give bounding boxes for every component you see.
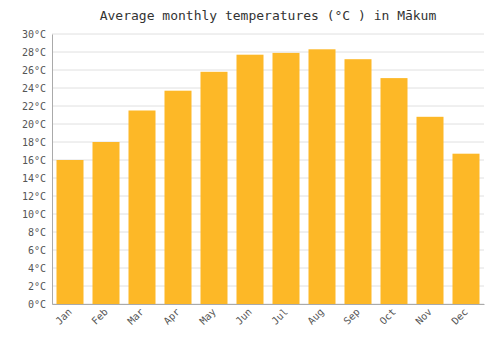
y-tick-label: 22°C	[22, 101, 46, 112]
y-tick-label: 24°C	[22, 83, 46, 94]
plot: 0°C 2°C 4°C 6°C 8°C 10°C 12°C 14°C 16°C 18°C 20°C 2…	[22, 29, 485, 327]
y-tick: 14°C	[22, 173, 46, 184]
y-tick-label: 28°C	[22, 47, 46, 58]
x-tick-label: Feb	[89, 306, 110, 327]
y-tick: 24°C	[22, 83, 46, 94]
y-tick: 6°C	[28, 245, 46, 256]
x-tick-label: Jan	[53, 306, 74, 327]
y-tick: 20°C	[22, 119, 46, 130]
y-tick-label: 2°C	[28, 281, 46, 292]
bar	[453, 154, 480, 304]
bar	[93, 142, 120, 304]
y-tick: 12°C	[22, 191, 46, 202]
y-tick: 8°C	[28, 227, 46, 238]
y-tick-label: 6°C	[28, 245, 46, 256]
y-tick-label: 26°C	[22, 65, 46, 76]
grid	[52, 34, 484, 304]
x-tick-label: Oct	[377, 306, 398, 327]
x-tick: Sep	[341, 306, 362, 327]
y-tick: 18°C	[22, 137, 46, 148]
y-tick-label: 14°C	[22, 173, 46, 184]
y-tick-label: 0°C	[28, 299, 46, 310]
x-tick-label: Sep	[341, 306, 362, 327]
x-tick: Oct	[377, 306, 398, 327]
bars	[57, 49, 480, 304]
y-tick: 0°C	[28, 299, 46, 310]
y-tick: 28°C	[22, 47, 46, 58]
bar	[273, 53, 300, 304]
y-tick-label: 20°C	[22, 119, 46, 130]
x-tick: May	[197, 306, 218, 327]
y-tick-label: 16°C	[22, 155, 46, 166]
x-tick-label: Nov	[413, 306, 434, 327]
y-tick: 2°C	[28, 281, 46, 292]
bar	[309, 49, 336, 304]
x-tick: Aug	[305, 306, 326, 327]
x-tick-label: Jul	[269, 306, 290, 327]
grid-line	[52, 52, 484, 53]
x-tick: Jul	[269, 306, 290, 327]
grid-line	[52, 70, 484, 71]
y-tick: 16°C	[22, 155, 46, 166]
bar	[165, 91, 192, 304]
y-tick-label: 12°C	[22, 191, 46, 202]
x-tick-label: Mar	[125, 306, 146, 327]
x-tick: Jan	[53, 306, 74, 327]
y-tick: 26°C	[22, 65, 46, 76]
bar	[417, 117, 444, 304]
grid-line	[52, 34, 484, 35]
y-tick: 10°C	[22, 209, 46, 220]
y-tick-label: 18°C	[22, 137, 46, 148]
y-tick-label: 30°C	[22, 29, 46, 40]
bar	[57, 160, 84, 304]
bar	[237, 55, 264, 304]
bar	[345, 59, 372, 304]
x-tick: Feb	[89, 306, 110, 327]
y-tick: 30°C	[22, 29, 46, 40]
x-tick-label: Apr	[161, 306, 182, 327]
x-axis: Jan Feb Mar Apr May Jun Jul Aug Sep Oct Nov Dec	[53, 305, 485, 327]
x-tick: Nov	[413, 306, 434, 327]
x-tick: Mar	[125, 306, 146, 327]
y-tick-label: 4°C	[28, 263, 46, 274]
bar	[381, 78, 408, 304]
title: Average monthly temperatures (°C ) in Mā…	[100, 8, 437, 23]
y-tick: 22°C	[22, 101, 46, 112]
x-tick-label: Jun	[233, 306, 254, 327]
grid-line	[52, 88, 484, 89]
y-axis: 0°C 2°C 4°C 6°C 8°C 10°C 12°C 14°C 16°C 18°C 20°C 2…	[22, 29, 53, 310]
bar	[201, 72, 228, 304]
x-tick-label: Dec	[449, 306, 470, 327]
x-tick: Dec	[449, 306, 470, 327]
x-axis-line	[53, 304, 485, 305]
x-tick-label: May	[197, 306, 218, 327]
y-tick-label: 10°C	[22, 209, 46, 220]
bar	[129, 111, 156, 305]
y-axis-line	[52, 35, 53, 305]
y-tick-label: 8°C	[28, 227, 46, 238]
x-tick: Jun	[233, 306, 254, 327]
y-tick: 4°C	[28, 263, 46, 274]
x-tick-label: Aug	[305, 306, 326, 327]
grid-line	[52, 106, 484, 107]
chart: 0°C 2°C 4°C 6°C 8°C 10°C 12°C 14°C 16°C 18°C 20°C 2…	[0, 0, 500, 350]
x-tick: Apr	[161, 306, 182, 327]
